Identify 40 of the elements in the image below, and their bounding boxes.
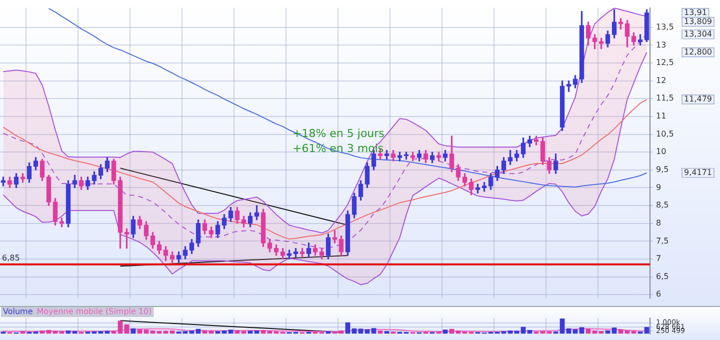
y-tick-label: 7,5 [656,236,669,246]
text: 12,800 [684,47,712,56]
bar [234,330,240,334]
y-tick-label: 8,5 [656,200,669,210]
y-tick-label: 12,5 [656,58,674,68]
y-tick-label: 11,5 [656,94,674,103]
bar [137,329,142,334]
y-tick-label: 9,5 [656,165,669,174]
series-label: Volume [3,307,33,316]
bar [118,320,123,334]
bar [163,330,168,334]
ref-line-label: 6,85 [2,253,20,262]
text: 13,91 [684,8,707,17]
text: 13,304 [684,29,712,38]
bar [371,328,376,334]
y-tick-label: 8 [656,218,662,228]
bar [358,328,364,334]
bar [364,329,370,334]
y-tick-label: 6 [656,290,662,299]
y-tick-label: 9 [656,182,662,192]
text: 13,809 [684,16,712,26]
text: 9,4171 [684,168,712,177]
y-tick-label: 13 [656,40,666,50]
y-tick-label: 11 [656,112,666,121]
y-tick-label: 10 [656,147,666,156]
bar [248,330,253,334]
y-tick-label: 13,5 [656,22,674,32]
y-tick-label: 12 [656,76,666,85]
bar [104,330,110,334]
bar [572,329,578,334]
bar [52,330,58,334]
series-label: Moyenne mobile (Simple 10) [36,307,152,316]
text: 11,479 [684,94,712,104]
bar [514,330,520,334]
y-tick-label: 7 [656,254,662,264]
y-tick-label: 10,5 [656,129,674,138]
bar [189,330,194,334]
y-tick-label: 6,5 [656,272,669,281]
bar [267,330,272,334]
bar [560,318,565,334]
